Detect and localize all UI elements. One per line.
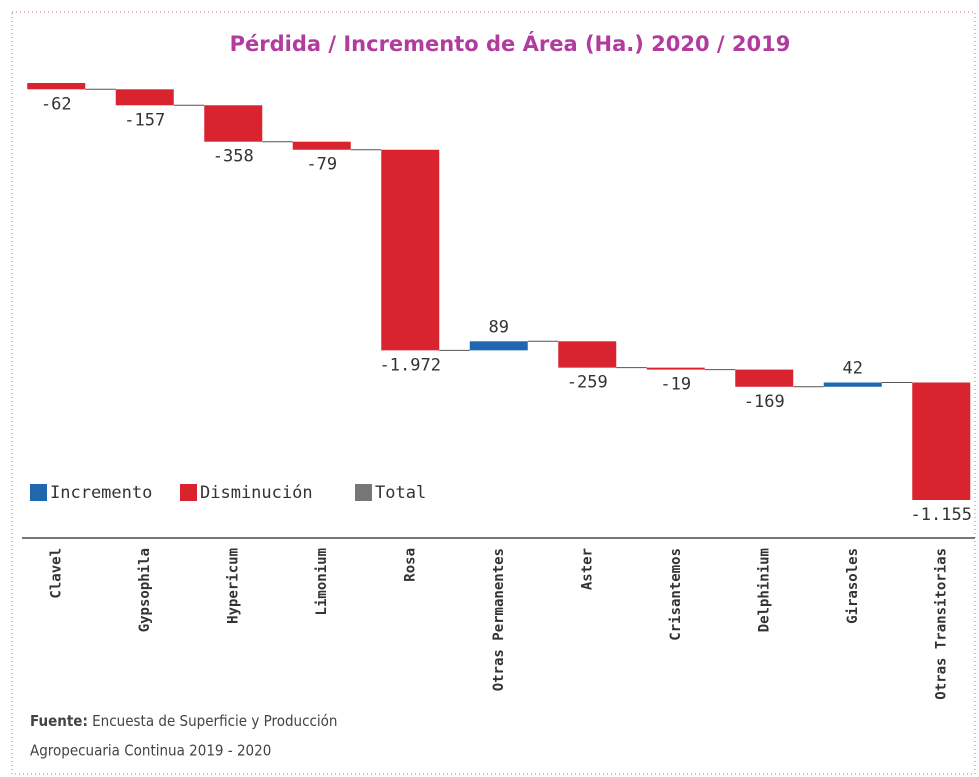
data-label: 89 <box>489 317 509 337</box>
legend-swatch <box>30 484 47 501</box>
data-label: -1.972 <box>380 355 441 375</box>
x-tick-label: Delphinium <box>756 548 772 632</box>
data-label: -1.155 <box>911 505 972 525</box>
bar <box>204 105 263 142</box>
data-label: 42 <box>843 358 863 378</box>
bar <box>646 367 705 370</box>
bar <box>115 89 174 106</box>
bar <box>381 149 440 351</box>
x-tick-label: Otras Transitorias <box>933 548 949 700</box>
x-tick-label: Gypsophila <box>137 548 153 632</box>
bar <box>558 341 617 368</box>
data-label: -157 <box>124 110 165 130</box>
data-label: -358 <box>213 147 254 167</box>
x-tick-label: Rosa <box>402 548 418 582</box>
bar <box>912 382 971 500</box>
data-label: -62 <box>41 94 72 114</box>
x-tick-label: Crisantemos <box>668 548 684 641</box>
bar <box>27 83 86 90</box>
chart-title: Pérdida / Incremento de Área (Ha.) 2020 … <box>230 31 791 56</box>
legend-swatch <box>180 484 197 501</box>
frame <box>11 11 976 775</box>
source: Fuente: Encuesta de Superficie y Producc… <box>30 712 338 730</box>
legend-label: Disminución <box>200 483 313 503</box>
x-tick-label: Girasoles <box>845 548 861 624</box>
x-tick-label: Hypericum <box>225 548 241 624</box>
bar <box>735 369 794 387</box>
bar <box>292 141 351 150</box>
x-tick-label: Clavel <box>48 548 64 599</box>
legend-swatch <box>355 484 372 501</box>
data-label: -169 <box>744 392 785 412</box>
data-label: -259 <box>567 373 608 393</box>
bar <box>823 382 882 387</box>
source-text: Agropecuaria Continua 2019 - 2020 <box>30 742 271 760</box>
bar <box>469 341 528 351</box>
source-label: Fuente: <box>30 712 88 730</box>
x-tick-label: Otras Permanentes <box>491 548 507 691</box>
data-label: -79 <box>306 155 337 175</box>
source-text: Encuesta de Superficie y Producción <box>92 712 337 730</box>
x-tick-label: Limonium <box>314 548 330 615</box>
legend-label: Total <box>375 483 426 503</box>
x-tick-label: Aster <box>579 548 595 590</box>
legend-label: Incremento <box>50 483 152 503</box>
data-label: -19 <box>660 375 691 395</box>
